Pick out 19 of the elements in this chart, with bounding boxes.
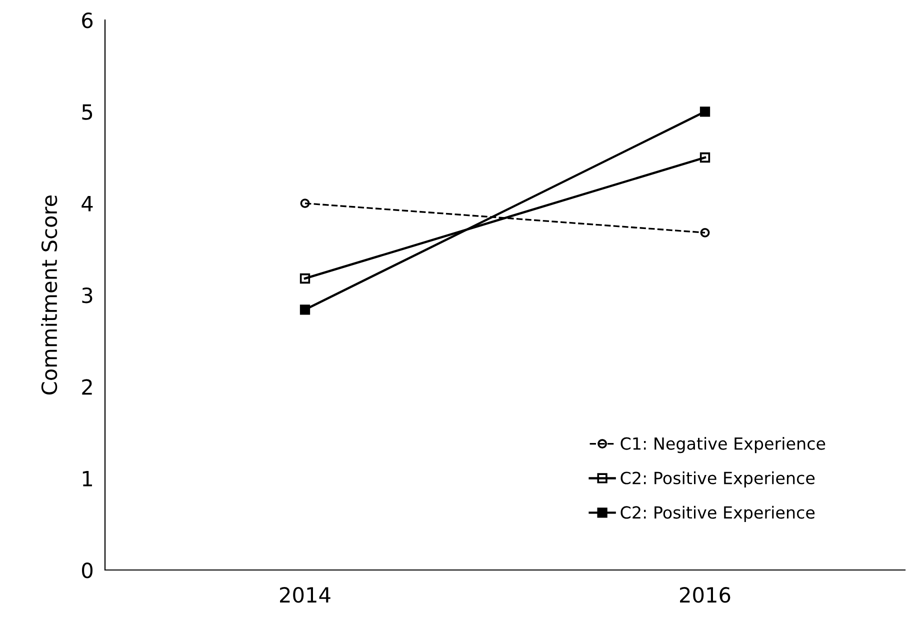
legend-label: C2: Positive Experience: [620, 506, 815, 522]
y-tick-label: 5: [82, 104, 92, 120]
y-tick-label: 6: [82, 12, 93, 28]
point: [700, 228, 710, 238]
point: [300, 304, 310, 315]
legend-label: C1: Negative Experience: [620, 436, 826, 454]
x-tick-label: 2016: [680, 587, 730, 603]
y-tick-label: 2: [82, 379, 92, 395]
point: [300, 198, 310, 208]
y-axis-title: Commitment Score: [41, 195, 58, 394]
y-tick-label: 1: [82, 471, 92, 486]
legend-label: C2: Positive Experience: [620, 471, 815, 488]
point: [700, 106, 710, 117]
point: [700, 152, 710, 163]
y-tick-label: 0: [82, 562, 93, 578]
y-tick-label: 3: [82, 287, 92, 304]
point: [300, 273, 310, 284]
x-tick-label: 2014: [280, 587, 330, 603]
y-tick-label: 4: [82, 196, 93, 212]
